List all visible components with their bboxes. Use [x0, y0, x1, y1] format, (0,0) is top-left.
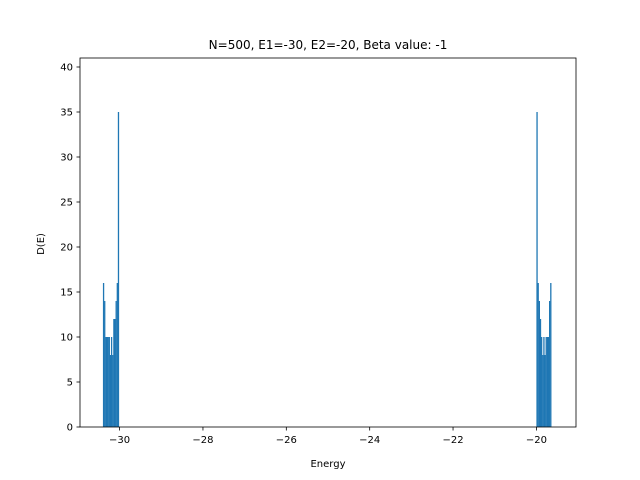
- histogram-bar: [106, 337, 108, 427]
- histogram-bars: [102, 112, 552, 427]
- y-axis-label: D(E): [36, 233, 47, 255]
- histogram-bar: [546, 337, 549, 427]
- histogram-bar: [114, 319, 116, 427]
- histogram-bar: [542, 355, 544, 427]
- histogram-bar: [113, 319, 115, 427]
- x-ticks: −30 −28 −26 −24 −22 −20: [109, 427, 547, 446]
- x-tick-label: −20: [526, 435, 547, 446]
- histogram-bar: [545, 337, 547, 427]
- y-tick-label: 30: [60, 153, 73, 164]
- chart-title: N=500, E1=-30, E2=-20, Beta value: -1: [209, 38, 448, 52]
- y-tick-label: 0: [67, 423, 73, 434]
- histogram-bar: [544, 355, 546, 427]
- histogram-bar: [537, 283, 539, 427]
- y-tick-label: 10: [60, 333, 73, 344]
- y-tick-label: 25: [60, 198, 73, 209]
- histogram-bar: [547, 337, 550, 427]
- histogram-bar: [107, 337, 109, 427]
- histogram-bar: [109, 355, 112, 427]
- y-tick-label: 15: [60, 288, 73, 299]
- histogram-bar: [536, 112, 538, 427]
- histogram-bar: [104, 301, 106, 427]
- histogram-bar: [117, 112, 120, 427]
- histogram-bar: [549, 301, 551, 427]
- histogram-bar: [115, 301, 117, 427]
- y-ticks: 0 5 10 15 20 25 30 35 40: [60, 63, 80, 434]
- histogram-bar: [116, 283, 118, 427]
- histogram-bar: [108, 337, 110, 427]
- histogram-bar: [538, 301, 540, 427]
- x-tick-label: −26: [276, 435, 297, 446]
- histogram-bar: [543, 337, 545, 427]
- y-tick-label: 40: [60, 63, 73, 74]
- y-tick-label: 35: [60, 108, 73, 119]
- histogram-bar: [550, 283, 552, 427]
- x-tick-label: −28: [192, 435, 213, 446]
- x-tick-label: −30: [109, 435, 130, 446]
- histogram-bar: [102, 283, 105, 427]
- histogram-bar: [105, 337, 107, 427]
- y-tick-label: 5: [67, 378, 73, 389]
- y-tick-label: 20: [60, 243, 73, 254]
- x-tick-label: −22: [442, 435, 463, 446]
- histogram-bar: [540, 337, 543, 427]
- histogram-bar: [539, 319, 542, 427]
- axes-frame: [79, 57, 577, 428]
- x-axis-label: Energy: [310, 459, 345, 470]
- histogram-bar: [110, 337, 113, 427]
- histogram-bar: [112, 355, 114, 427]
- plot-border: [79, 57, 577, 428]
- x-tick-label: −24: [359, 435, 380, 446]
